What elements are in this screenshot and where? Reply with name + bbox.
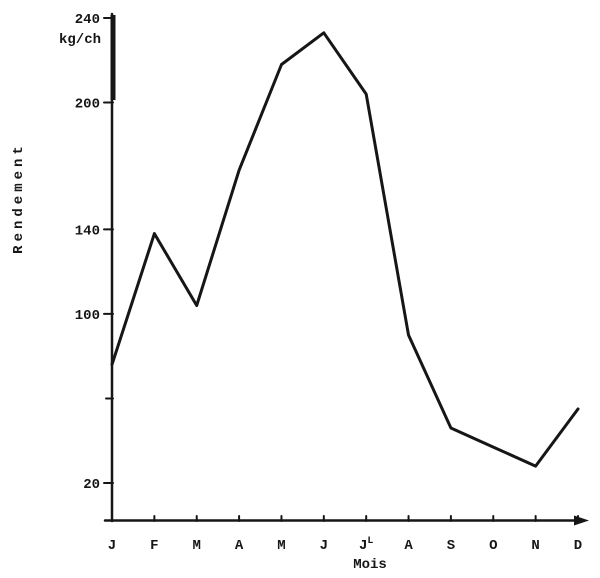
y-tick-label: 140	[75, 223, 100, 239]
x-axis	[103, 515, 589, 526]
x-month-label: S	[447, 538, 455, 554]
y-axis-unit: kg/ch	[59, 32, 101, 48]
x-axis-title: Mois	[353, 557, 387, 573]
x-month-label: F	[150, 538, 158, 554]
x-month-label: JL	[359, 536, 373, 554]
x-axis-arrow-icon	[574, 515, 589, 526]
y-tick-label: 240	[75, 12, 100, 28]
x-month-superscript: L	[367, 536, 373, 547]
x-month-label: M	[193, 538, 201, 554]
x-label-group: J F M A M J JL A S O N D	[108, 515, 582, 554]
x-month-label: O	[489, 538, 497, 554]
series-polyline	[110, 31, 580, 468]
y-tick-label: 100	[75, 308, 100, 324]
y-tick-group: 240 200 140 100 20	[75, 12, 114, 493]
x-month-label: A	[404, 538, 413, 554]
y-axis-title: Rendement	[11, 142, 27, 254]
y-tick-label: 20	[83, 477, 100, 493]
x-month-label: J	[320, 538, 328, 554]
y-tick-label: 200	[75, 97, 100, 113]
x-month-label: A	[235, 538, 244, 554]
x-month-label: D	[574, 538, 582, 554]
x-month-label: J	[108, 538, 116, 554]
x-month-label: M	[277, 538, 285, 554]
x-month-label: N	[531, 538, 539, 554]
y-axis	[110, 12, 116, 523]
